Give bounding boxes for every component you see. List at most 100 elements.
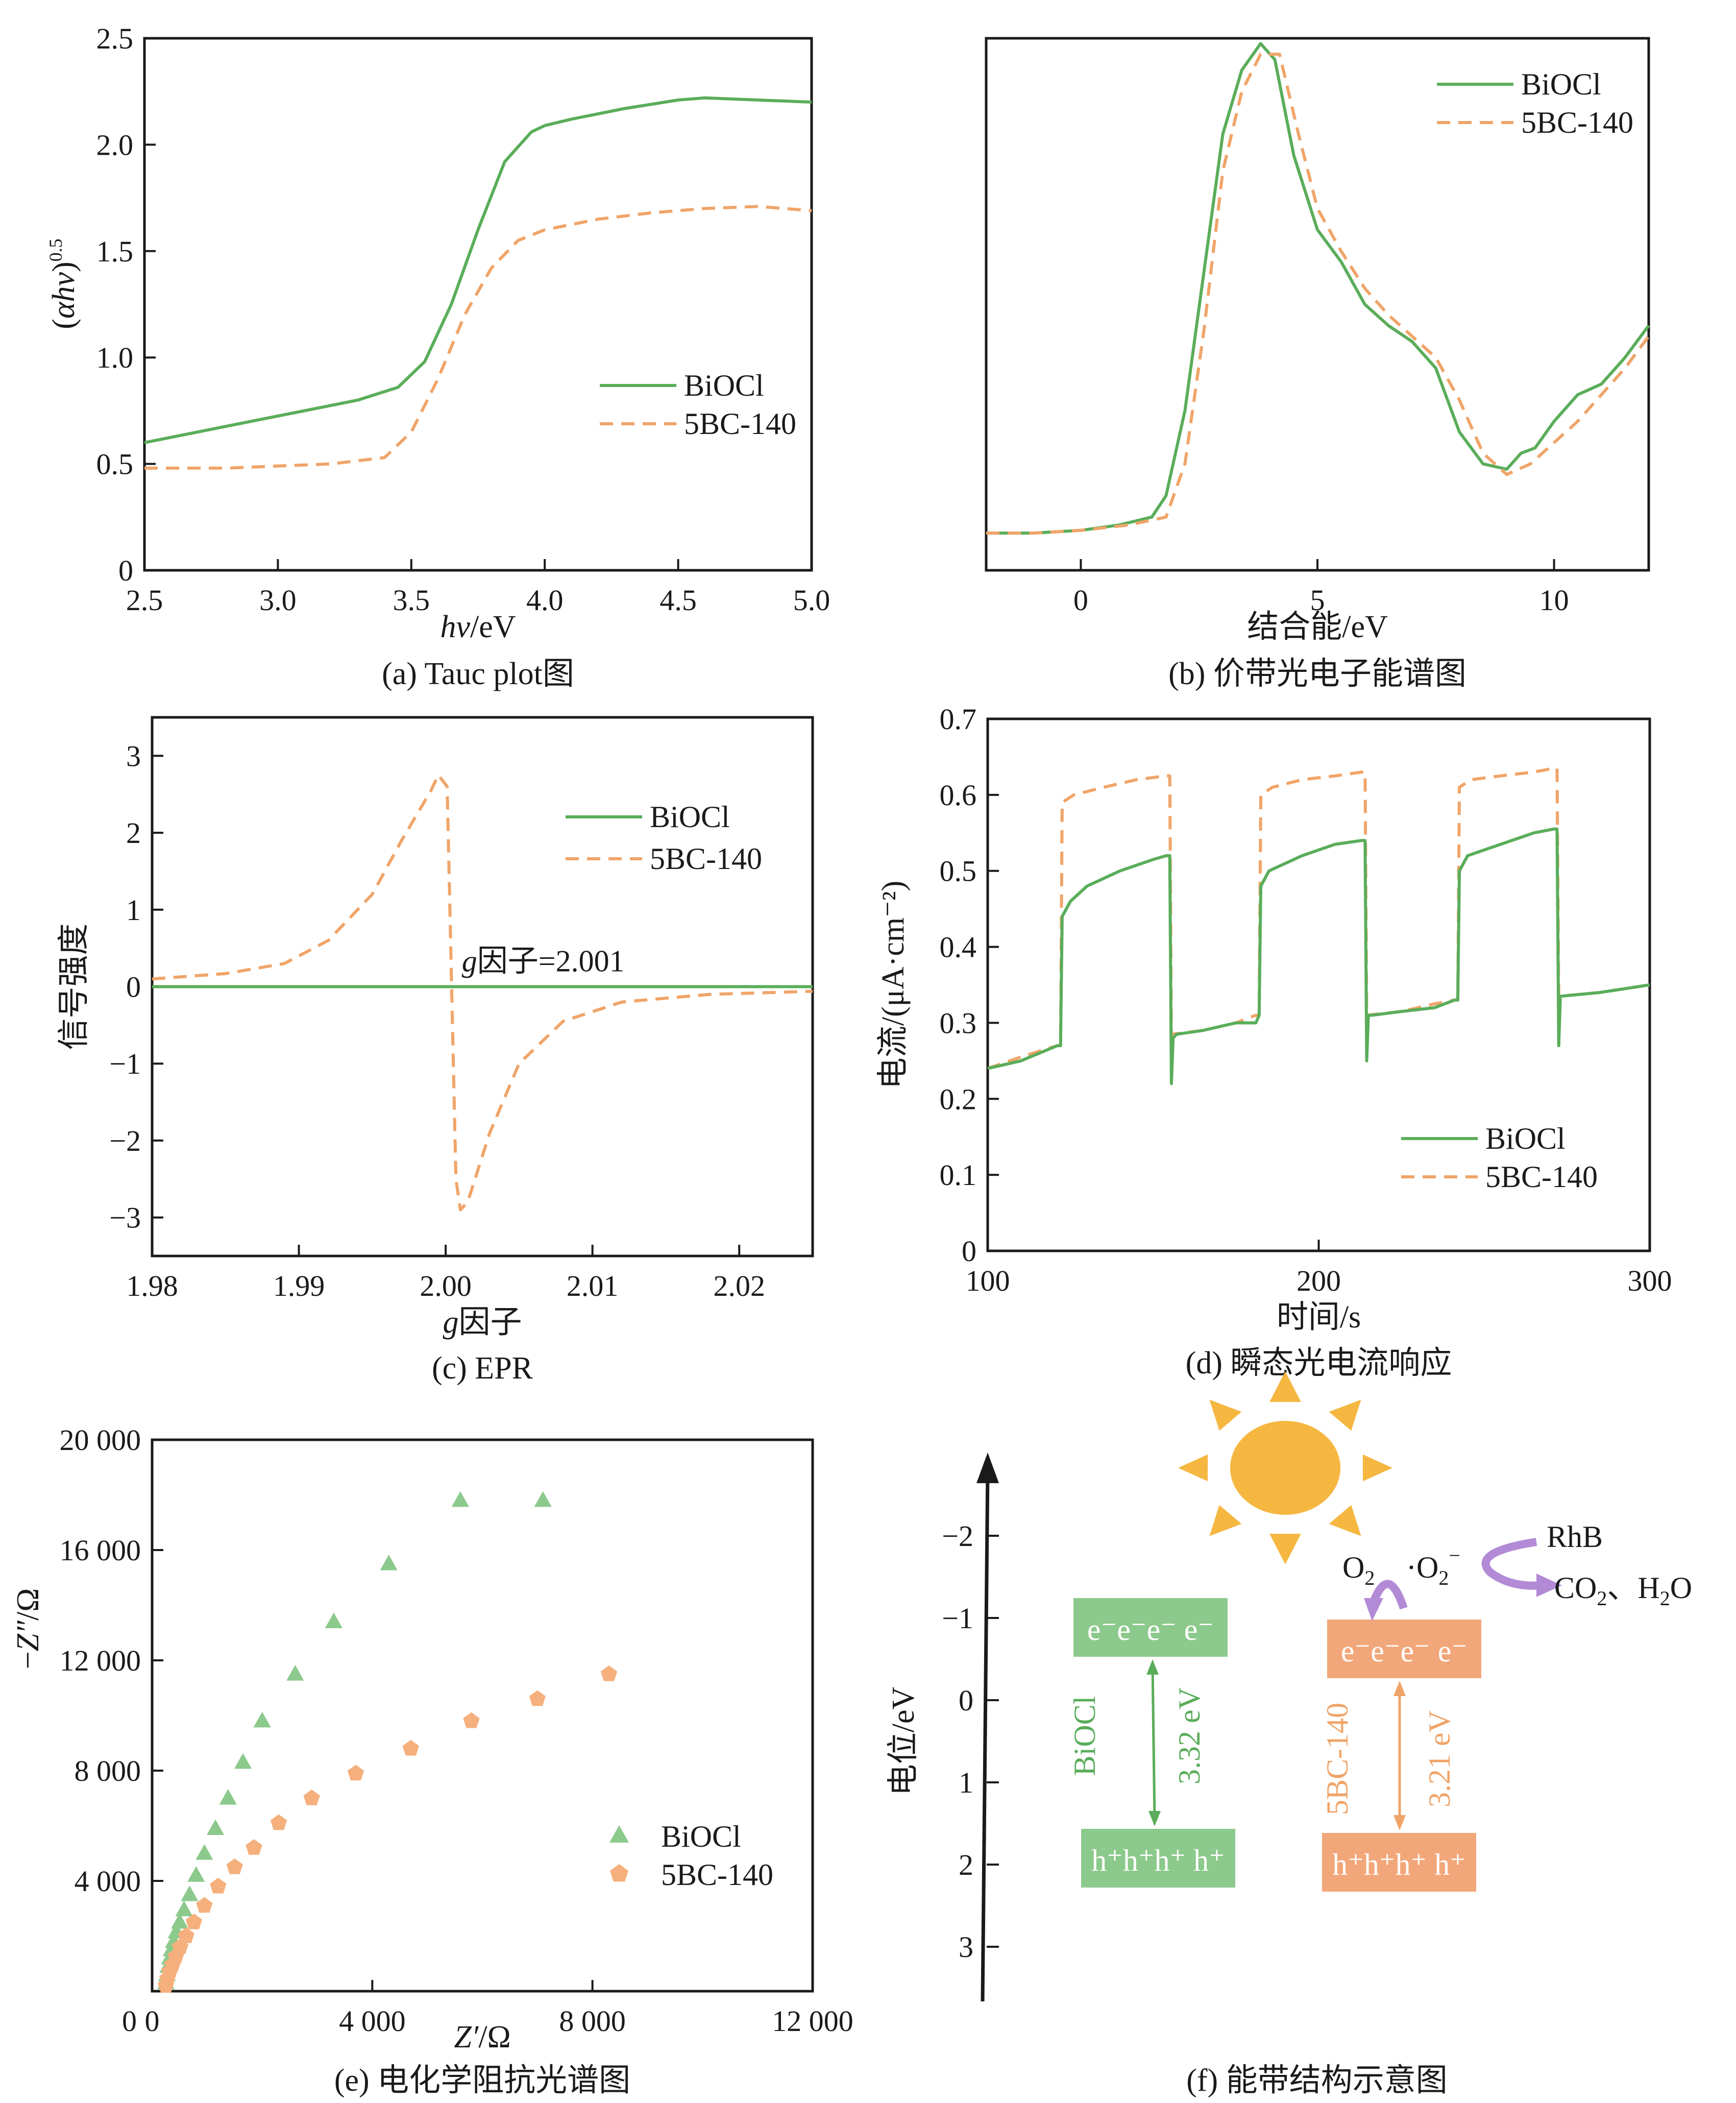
- biocl-conduction-band: [1073, 1598, 1228, 1657]
- x-axis-label: g因子: [443, 1305, 522, 1340]
- 5bc-gap-arrowhead-down: [1393, 1815, 1406, 1830]
- products-label: CO2、H2O: [1554, 1571, 1692, 1610]
- data-point-5bc-140: [185, 1914, 203, 1929]
- data-point-biocl: [219, 1789, 237, 1805]
- y-tick-label: 0.4: [940, 931, 977, 964]
- x-tick-label: 2.00: [420, 1269, 472, 1302]
- series-line-biocl: [986, 42, 1650, 535]
- data-point-biocl: [206, 1819, 225, 1835]
- x-tick-label: 0: [145, 2004, 160, 2038]
- biocl-vb-holes: h⁺h⁺h⁺ h⁺: [1091, 1844, 1225, 1877]
- sun-ray: [1269, 1534, 1301, 1564]
- sun-ray: [1209, 1399, 1242, 1431]
- data-point-biocl: [234, 1753, 252, 1769]
- panel-caption: (c) EPR: [432, 1351, 533, 1386]
- data-point-biocl: [170, 1913, 189, 1929]
- sun-ray: [1329, 1399, 1361, 1431]
- origin-label: 0: [122, 2004, 137, 2038]
- y-tick-label: −1: [942, 1602, 973, 1635]
- product-h-sub: 2: [1660, 1587, 1670, 1610]
- data-point-5bc-140: [210, 1877, 227, 1894]
- y-tick-label: 1: [959, 1766, 973, 1799]
- y-tick-label: 0.3: [940, 1006, 977, 1040]
- y-tick-label: 0.5: [940, 855, 977, 888]
- y-tick-label: 4 000: [75, 1865, 141, 1898]
- y-tick-label: 16 000: [60, 1534, 141, 1567]
- y-tick-label: 0: [118, 554, 133, 587]
- data-point-biocl: [175, 1900, 193, 1917]
- 5bc-conduction-band: [1327, 1619, 1481, 1678]
- annotation-rest: 因子=2.001: [477, 944, 625, 978]
- x-label-italic: Z′: [454, 2020, 479, 2054]
- y-tick-label: 2.5: [96, 22, 134, 55]
- data-point-biocl: [380, 1555, 398, 1570]
- y-tick-label: 0: [959, 1684, 973, 1717]
- data-point-biocl: [187, 1866, 205, 1882]
- y-tick-label: 0.7: [940, 703, 977, 736]
- series-line-biocl: [987, 827, 1650, 1085]
- x-tick-label: 100: [966, 1264, 1010, 1297]
- x-tick-label: 4.0: [526, 584, 564, 617]
- y-label-open: (: [46, 319, 81, 329]
- rhb-label: RhB: [1547, 1520, 1603, 1554]
- data-point-5bc-140: [226, 1858, 243, 1874]
- y-tick-label: −1: [109, 1047, 141, 1080]
- legend-label-5bc-140: 5BC-140: [650, 842, 762, 876]
- biocl-cb-electrons: e⁻e⁻e⁻ e⁻: [1087, 1613, 1214, 1647]
- x-tick-label: 200: [1297, 1264, 1341, 1297]
- y-tick-label: 1.5: [96, 235, 134, 268]
- data-point-biocl: [325, 1612, 343, 1628]
- data-point-biocl: [451, 1491, 469, 1507]
- data-point-biocl: [286, 1665, 304, 1681]
- annotation-italic: g: [462, 944, 477, 978]
- x-tick-label: 3.5: [393, 584, 430, 617]
- data-point-5bc-140: [246, 1839, 262, 1855]
- y-tick-label: 0.6: [940, 779, 977, 812]
- x-label-rest: 因子: [458, 1305, 522, 1340]
- data-point-5bc-140: [463, 1712, 480, 1728]
- reduction-arrowhead: [1364, 1598, 1383, 1621]
- legend-label-biocl: BiOCl: [684, 369, 764, 402]
- data-point-biocl: [195, 1844, 213, 1860]
- 5bc-gap-value: 3.21 eV: [1423, 1710, 1456, 1807]
- x-label-italic: g: [443, 1305, 458, 1340]
- degradation-arrow: [1481, 1538, 1542, 1590]
- data-point-5bc-140: [196, 1897, 213, 1913]
- 5bc-cb-electrons: e⁻e⁻e⁻ e⁻: [1341, 1634, 1468, 1668]
- 5bc-vb-holes: h⁺h⁺h⁺ h⁺: [1332, 1848, 1466, 1881]
- legend-label-biocl: BiOCl: [1521, 67, 1601, 101]
- x-tick-label: 5.0: [793, 584, 830, 617]
- panel-caption: (e) 电化学阻抗光谱图: [334, 2063, 630, 2098]
- biocl-bands: e⁻e⁻e⁻ e⁻ h⁺h⁺h⁺ h⁺ BiOCl 3.32 eV: [1068, 1598, 1235, 1888]
- x-tick-label: 300: [1628, 1264, 1672, 1297]
- 5bc-valence-band: [1322, 1833, 1476, 1892]
- y-tick-label: −3: [109, 1201, 141, 1235]
- x-axis-label: 结合能/eV: [1247, 610, 1388, 644]
- series-line-biocl: [144, 96, 812, 444]
- y-label-italic: Z″: [11, 1620, 45, 1651]
- x-axis-label: Z′/Ω: [454, 2020, 510, 2054]
- y-axis-label: (αhv)0.5: [45, 238, 81, 329]
- x-tick-label: 2.01: [567, 1269, 619, 1302]
- y-tick-label: 0.1: [940, 1158, 977, 1192]
- y-tick-label: 8 000: [75, 1754, 141, 1787]
- 5bc-label: 5BC-140: [1321, 1703, 1354, 1815]
- y-axis-label: 电位/eV: [886, 1687, 921, 1796]
- x-tick-label: 5: [1310, 584, 1325, 617]
- x-axis-label-italic: hv: [440, 610, 470, 644]
- y-tick-label: 3: [959, 1930, 973, 1964]
- x-tick-label: 2.02: [713, 1269, 765, 1302]
- y-tick-label: 0.2: [940, 1082, 977, 1116]
- sun-ray: [1209, 1505, 1242, 1536]
- panel-caption: (d) 瞬态光电流响应: [1186, 1346, 1452, 1381]
- superoxide-label: ·O2−: [1406, 1544, 1460, 1589]
- sun-ray: [1362, 1454, 1392, 1482]
- panel-b-valence-band-xps: 0 5 10 BiOCl 5BC-140 结合能/eV (b) 价带光电子能谱图: [985, 37, 1650, 691]
- data-point-biocl: [534, 1491, 552, 1507]
- data-point-5bc-140: [178, 1927, 194, 1943]
- x-tick-label: 12 000: [772, 2004, 853, 2038]
- y-tick-label: −2: [942, 1519, 973, 1553]
- y-tick-label: 3: [126, 739, 141, 772]
- y-label-italic: αhv: [46, 272, 81, 319]
